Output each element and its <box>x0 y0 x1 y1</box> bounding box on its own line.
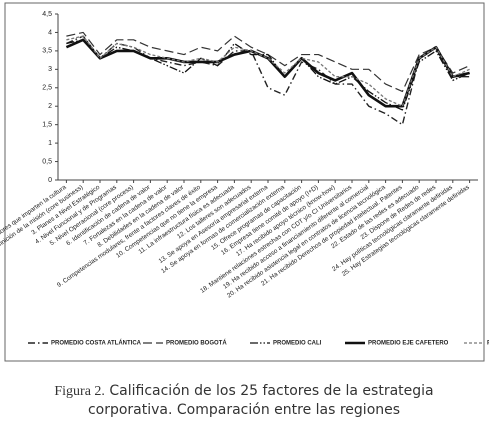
caption-line-2: corporativa. Comparación entre las regio… <box>88 402 400 418</box>
y-tick-label: 1 <box>48 140 52 147</box>
series-line <box>66 35 470 107</box>
y-tick-label: 3 <box>48 66 52 73</box>
chart-frame <box>4 2 485 362</box>
y-tick-label: 0,5 <box>42 158 52 165</box>
legend-label: PROMEDIO COSTA ATLÁNTICA <box>51 340 142 347</box>
series-line <box>66 31 470 93</box>
legend-label: PROMEDIO TOTAL <box>487 341 489 347</box>
y-tick-label: 4,5 <box>42 11 52 18</box>
legend-label: PROMEDIO BOGOTÁ <box>166 340 227 347</box>
caption-text: Calificación de los 25 factores de la es… <box>109 383 433 399</box>
caption-line-1: Figura 2. Calificación de los 25 factore… <box>54 383 433 399</box>
y-tick-label: 3,5 <box>42 48 52 55</box>
y-tick-label: 1,5 <box>42 122 52 129</box>
y-tick-label: 2,5 <box>42 85 52 92</box>
y-tick-label: 4 <box>48 29 52 36</box>
legend-label: PROMEDIO EJE CAFETERO <box>368 341 449 347</box>
series-line <box>65 38 470 108</box>
caption-label: Figura 2. <box>54 384 105 399</box>
y-tick-label: 2 <box>48 103 52 110</box>
legend-label: PROMEDIO CALI <box>273 341 322 347</box>
y-tick-label: 0 <box>48 177 52 184</box>
